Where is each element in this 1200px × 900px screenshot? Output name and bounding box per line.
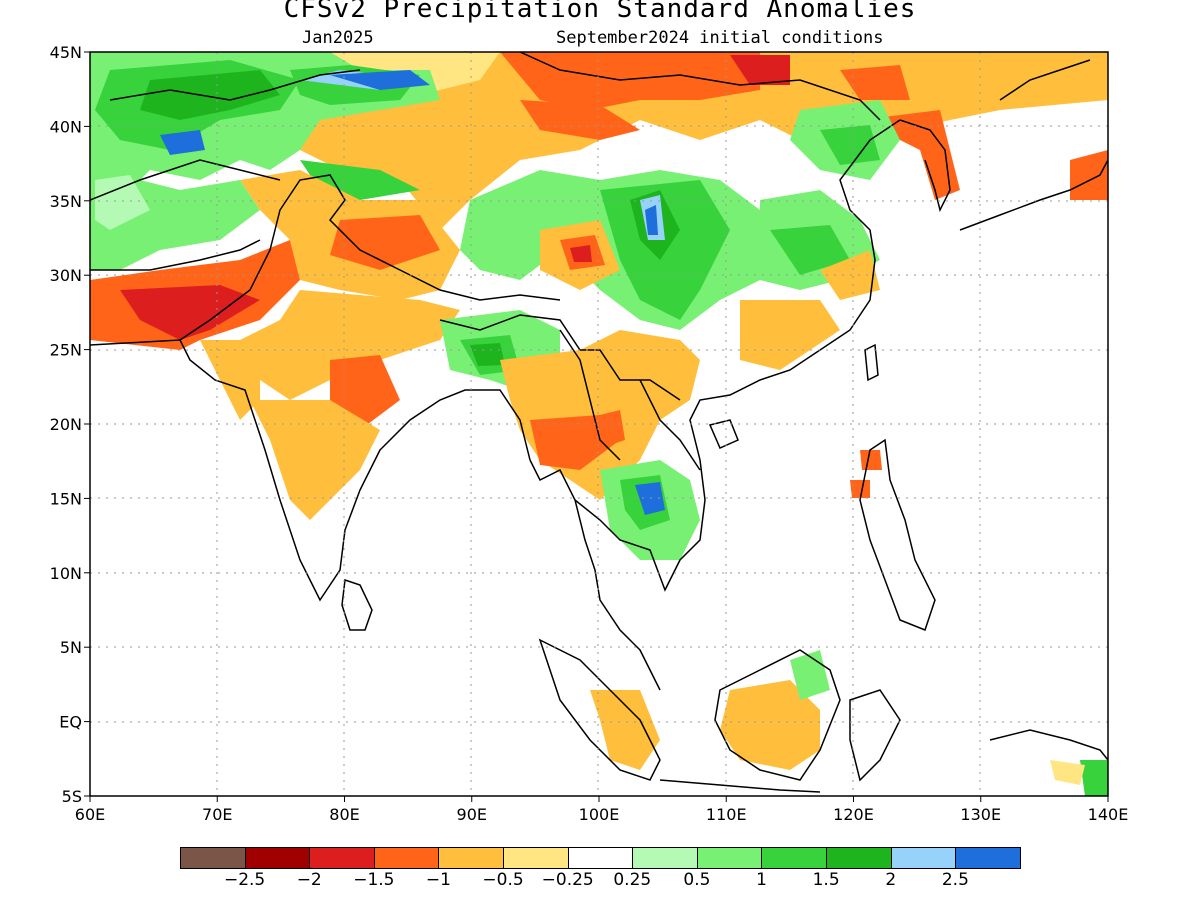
lat-tick-label: 35N [50,192,82,211]
lat-tick-label: 10N [50,564,82,583]
legend-label: 2 [885,870,897,890]
legend-label: −2.5 [223,870,266,890]
lon-tick-label: 120E [833,805,874,824]
gridlines [90,52,1108,796]
lat-tick-label: EQ [59,713,82,732]
legend-label: −0.5 [482,870,524,890]
legend-label: 1 [756,870,767,890]
legend-swatch [761,847,828,869]
color-legend [180,847,1021,869]
legend-swatch [826,847,892,869]
lon-tick-label: 70E [202,805,232,824]
lon-tick-label: 60E [75,805,105,824]
legend-label: −1.5 [353,870,395,890]
legend-swatch [373,847,440,869]
lat-tick-label: 20N [50,415,82,434]
lat-tick-label: 30N [50,266,82,285]
lon-tick-label: 90E [457,805,487,824]
legend-label: 2.5 [941,870,969,890]
legend-label: 0.5 [683,870,711,890]
legend-label: −0.25 [541,870,594,890]
lat-tick-label: 45N [50,43,82,62]
legend-swatch [244,847,311,869]
lat-tick-label: 15N [50,489,82,508]
lon-tick-label: 130E [960,805,1001,824]
legend-labels: −2.5 −2 −1.5 −1 −0.5 −0.25 0.25 0.5 1 1.5 2 2.5 [180,870,1020,894]
legend-label: −2 [296,870,322,890]
legend-label: 0.25 [613,870,652,890]
lat-tick-label: 5N [60,638,82,657]
legend-swatch [632,847,698,869]
lon-tick-label: 80E [329,805,359,824]
legend-swatch [438,847,505,869]
legend-swatch [567,847,634,869]
legend-swatch [696,847,763,869]
lon-tick-label: 140E [1088,805,1129,824]
lon-tick-label: 110E [706,805,747,824]
target-month: Jan2025 [302,28,374,48]
legend-swatch [309,847,375,869]
lat-tick-label: 25N [50,341,82,360]
latitude-axis: 45N 40N 35N 30N 25N 20N 15N 10N 5N EQ 5S [50,43,90,806]
legend-swatch [180,847,246,869]
lon-tick-label: 100E [579,805,620,824]
coastlines [90,52,1108,793]
legend-swatch [890,847,957,869]
lat-tick-label: 5S [62,787,82,806]
legend-label: 1.5 [812,870,840,890]
initial-conditions: September2024 initial conditions [556,28,884,48]
legend-swatch [955,847,1021,869]
lat-tick-label: 40N [50,117,82,136]
legend-label: −1 [425,870,451,890]
longitude-axis: 60E 70E 80E 90E 100E 110E 120E 130E 140E [75,796,1129,824]
chart-title: CFSv2 Precipitation Standard Anomalies [283,0,917,24]
legend-swatch [503,847,569,869]
